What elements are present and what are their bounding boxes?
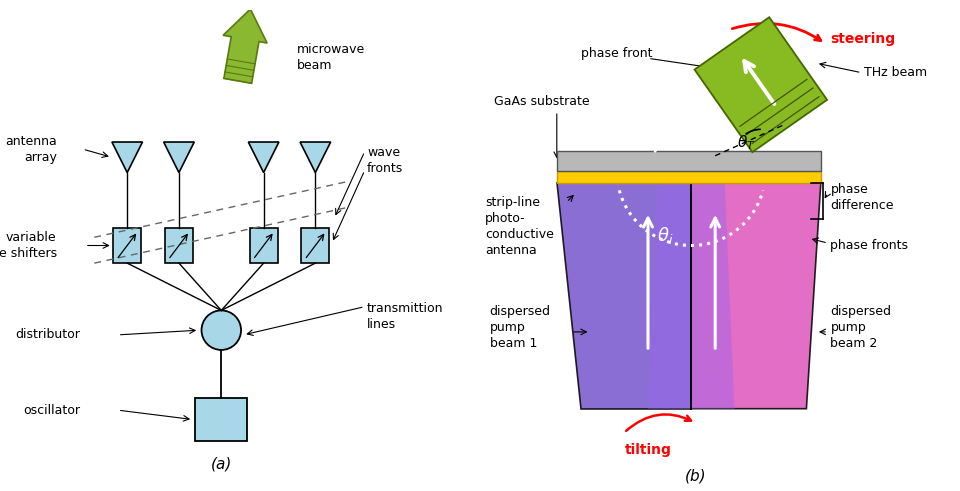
Bar — [301, 228, 329, 263]
Text: antenna
array: antenna array — [5, 135, 57, 164]
Bar — [557, 151, 821, 171]
Bar — [557, 171, 821, 183]
Polygon shape — [694, 17, 828, 152]
Polygon shape — [300, 142, 330, 173]
Circle shape — [202, 310, 241, 350]
Polygon shape — [223, 9, 267, 83]
Polygon shape — [112, 142, 142, 173]
Text: dispersed
pump
beam 1: dispersed pump beam 1 — [490, 304, 551, 350]
Polygon shape — [691, 183, 821, 409]
Text: $\theta_T$: $\theta_T$ — [737, 133, 756, 152]
Text: THz beam: THz beam — [864, 66, 927, 79]
Text: oscillator: oscillator — [23, 404, 80, 417]
Text: phase front: phase front — [581, 47, 652, 60]
Text: wave
fronts: wave fronts — [367, 146, 403, 175]
Text: distributor: distributor — [15, 328, 80, 341]
Bar — [250, 228, 277, 263]
Text: phase fronts: phase fronts — [830, 239, 908, 252]
Text: $\theta_i$: $\theta_i$ — [657, 225, 673, 246]
Text: GaAs substrate: GaAs substrate — [494, 95, 590, 108]
Text: transmittion
lines: transmittion lines — [367, 301, 444, 330]
Text: phase
difference: phase difference — [830, 183, 894, 212]
Text: strip-line
photo-
conductive
antenna: strip-line photo- conductive antenna — [485, 196, 554, 257]
Polygon shape — [557, 183, 691, 409]
Text: steering: steering — [830, 32, 896, 46]
Text: (a): (a) — [210, 457, 232, 472]
Bar — [113, 228, 141, 263]
Text: tilting: tilting — [625, 443, 671, 457]
Text: variable
phase shifters: variable phase shifters — [0, 231, 57, 260]
Text: microwave
beam: microwave beam — [297, 43, 365, 72]
Polygon shape — [163, 142, 194, 173]
Bar — [196, 398, 247, 441]
Text: dispersed
pump
beam 2: dispersed pump beam 2 — [830, 304, 892, 350]
Polygon shape — [648, 183, 734, 409]
Text: (b): (b) — [685, 468, 707, 484]
Bar — [165, 228, 193, 263]
Polygon shape — [249, 142, 279, 173]
